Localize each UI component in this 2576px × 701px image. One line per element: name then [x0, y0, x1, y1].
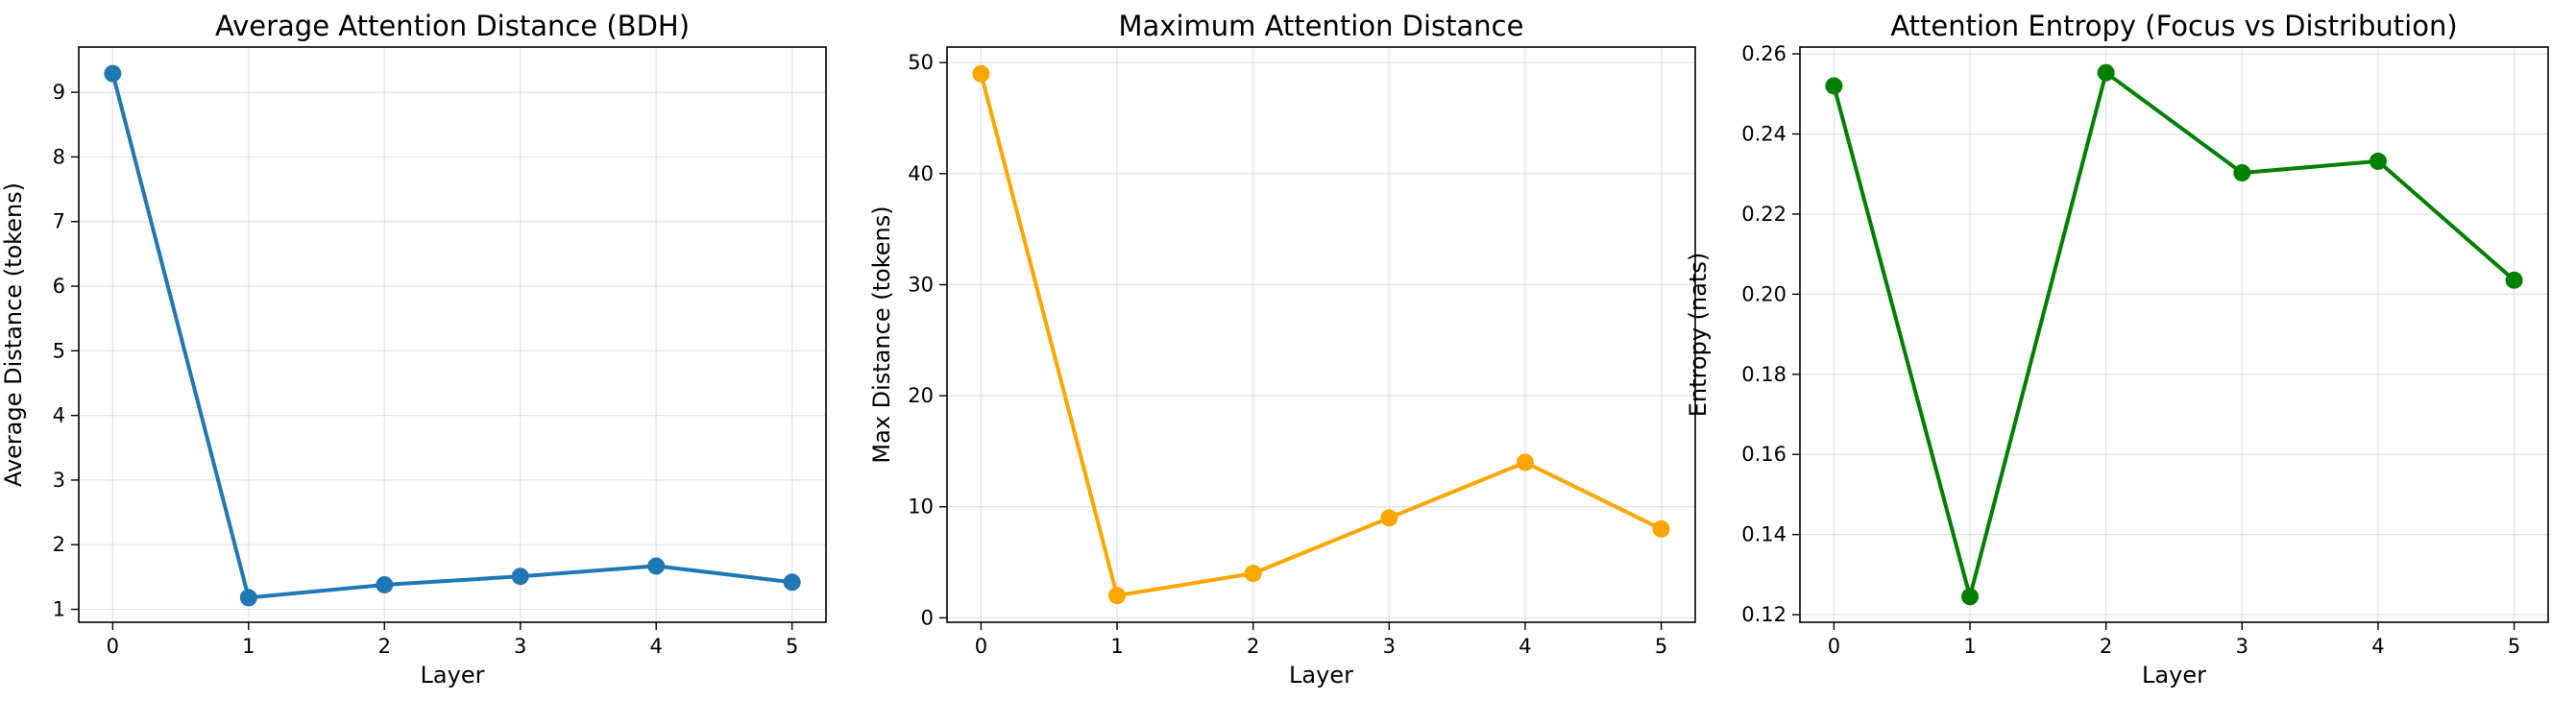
x-tick-label: 4: [1519, 635, 1531, 658]
x-axis-label: Layer: [2142, 662, 2206, 689]
x-tick-label: 2: [2100, 635, 2112, 658]
data-point: [1380, 509, 1398, 527]
data-point: [376, 575, 394, 593]
series-line: [1832, 70, 2515, 599]
data-point: [783, 573, 801, 592]
data-point: [2233, 163, 2251, 181]
y-tick-label: 0.12: [1741, 603, 1786, 626]
x-tick-label: 3: [2236, 635, 2248, 658]
y-tick-label: 50: [908, 51, 934, 74]
chart-title: Maximum Attention Distance: [1119, 10, 1524, 42]
chart-title: Attention Entropy (Focus vs Distribution…: [1890, 10, 2457, 42]
data-point: [511, 568, 529, 586]
data-point: [2369, 152, 2387, 170]
x-tick-label: 0: [1828, 635, 1840, 658]
data-point: [2097, 63, 2115, 82]
y-tick-label: 0.22: [1741, 203, 1786, 226]
y-tick-label: 4: [53, 404, 65, 427]
y-tick-label: 0.26: [1741, 42, 1786, 65]
y-tick-label: 0.18: [1741, 363, 1786, 386]
x-tick-label: 0: [975, 635, 987, 658]
data-point: [1961, 588, 1980, 606]
series-line: [979, 73, 1663, 598]
series-line: [110, 73, 792, 600]
x-tick-label: 3: [1383, 635, 1396, 658]
data-point: [1108, 587, 1127, 605]
data-point: [972, 64, 990, 83]
x-tick-label: 5: [1655, 635, 1667, 658]
chart-panel-2: 0 1 2 3 4 5 0.12 0.14 0.16 0.18 0.20 0.22 0.24 0.26 At…: [1685, 10, 2549, 689]
x-tick-label: 0: [107, 635, 119, 658]
y-tick-label: 9: [53, 81, 65, 104]
y-tick-label: 7: [53, 210, 65, 233]
y-tick-label: 8: [53, 145, 65, 168]
y-tick-label: 0: [921, 606, 934, 629]
x-tick-label: 1: [1963, 635, 1976, 658]
x-tick-label: 5: [786, 635, 798, 658]
y-tick-label: 30: [908, 273, 934, 296]
x-tick-label: 2: [378, 635, 391, 658]
y-axis-label: Average Distance (tokens): [0, 182, 27, 487]
x-axis-label: Layer: [1289, 662, 1353, 689]
chart-title: Average Attention Distance (BDH): [215, 10, 690, 42]
y-tick-label: 20: [908, 384, 934, 407]
x-tick-label: 1: [242, 635, 255, 658]
chart-panel-0: 0 1 2 3 4 5 1 2 3 4 5 6 7 8 9 Average Attention Distanc…: [0, 10, 827, 689]
data-point: [104, 64, 122, 83]
axes-frame: [78, 46, 827, 623]
y-tick-label: 0.20: [1741, 282, 1786, 305]
y-tick-label: 5: [53, 339, 65, 362]
axes-frame: [1799, 46, 2549, 623]
y-tick-label: 10: [908, 496, 934, 519]
y-tick-label: 0.16: [1741, 443, 1786, 466]
y-tick-label: 40: [908, 162, 934, 185]
x-axis-label: Layer: [421, 662, 485, 689]
y-axis-label: Max Distance (tokens): [868, 205, 895, 463]
y-axis-label: Entropy (nats): [1685, 253, 1712, 417]
data-point: [647, 557, 666, 575]
y-tick-label: 2: [53, 533, 65, 556]
x-tick-label: 4: [2371, 635, 2384, 658]
y-tick-label: 0.24: [1741, 123, 1786, 146]
data-point: [2505, 271, 2523, 289]
x-tick-label: 1: [1110, 635, 1123, 658]
axes-frame: [946, 46, 1696, 623]
x-tick-label: 5: [2508, 635, 2520, 658]
data-point: [1244, 565, 1262, 583]
y-tick-label: 0.14: [1741, 523, 1786, 546]
data-point: [1516, 453, 1534, 471]
data-point: [1825, 77, 1843, 95]
x-tick-label: 2: [1247, 635, 1259, 658]
x-tick-label: 4: [649, 635, 662, 658]
y-tick-label: 3: [53, 469, 65, 492]
data-point: [1652, 520, 1670, 538]
x-tick-label: 3: [514, 635, 526, 658]
y-tick-label: 6: [53, 275, 65, 298]
data-point: [239, 589, 257, 607]
y-tick-label: 1: [53, 598, 65, 621]
